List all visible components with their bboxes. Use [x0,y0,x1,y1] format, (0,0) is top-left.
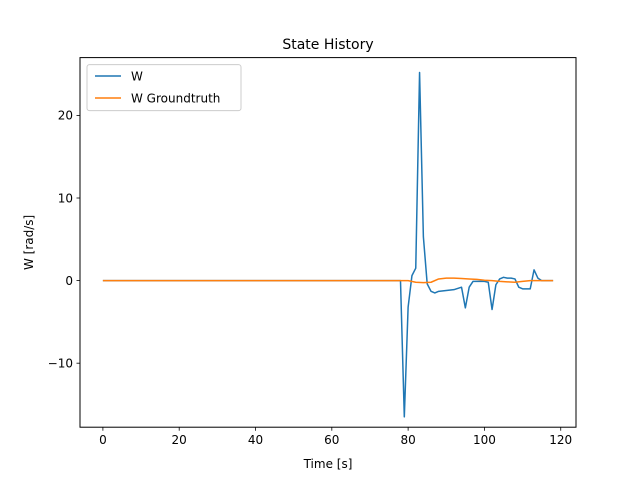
y-tick-label: 0 [65,274,73,288]
plot-frame [79,57,577,428]
legend: W W Groundtruth [86,64,242,112]
legend-label-w-groundtruth: W Groundtruth [131,92,220,106]
chart-title: State History [282,37,373,53]
x-tick-label: 60 [324,433,339,447]
y-tick-label: 20 [58,109,73,123]
x-axis-ticks: 0 20 40 60 80 100 120 [99,427,572,447]
y-tick-label: 10 [58,191,73,205]
legend-box [86,64,242,112]
x-axis-label: Time [s] [303,457,353,471]
y-tick-label: −10 [48,356,73,370]
x-tick-label: 40 [248,433,263,447]
series-line-w [102,71,554,418]
series-line-w-groundtruth [102,277,554,284]
x-tick-label: 80 [400,433,415,447]
y-axis-ticks: −10 0 10 20 [48,109,80,370]
x-tick-label: 0 [99,433,107,447]
x-tick-label: 100 [473,433,496,447]
x-tick-label: 20 [172,433,187,447]
y-axis-label: W [rad/s] [22,215,36,270]
x-tick-label: 120 [549,433,572,447]
plot-lines [102,71,554,418]
legend-label-w: W [131,70,143,84]
